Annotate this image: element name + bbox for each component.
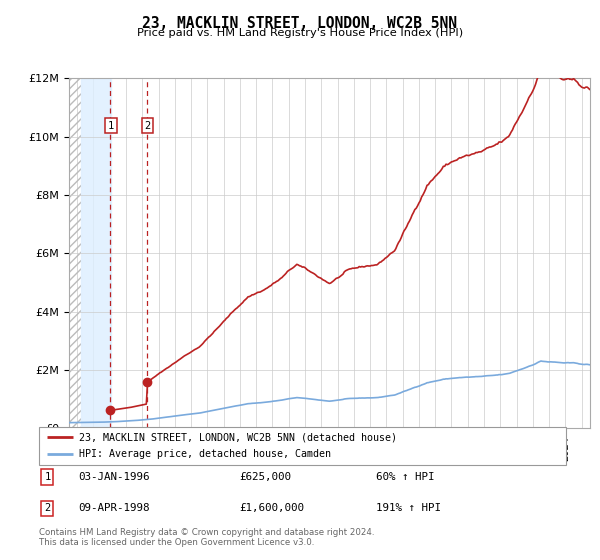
FancyBboxPatch shape (39, 427, 566, 465)
Text: 60% ↑ HPI: 60% ↑ HPI (376, 472, 434, 482)
Text: 09-APR-1998: 09-APR-1998 (79, 503, 150, 514)
Bar (81, 78, 111, 428)
Text: 03-JAN-1996: 03-JAN-1996 (79, 472, 150, 482)
Text: 2: 2 (44, 503, 50, 514)
Text: Price paid vs. HM Land Registry's House Price Index (HPI): Price paid vs. HM Land Registry's House … (137, 28, 463, 38)
Text: 2: 2 (145, 120, 151, 130)
Text: £1,600,000: £1,600,000 (239, 503, 304, 514)
Bar (69, 78, 81, 428)
Text: 1: 1 (44, 472, 50, 482)
Text: Contains HM Land Registry data © Crown copyright and database right 2024.
This d: Contains HM Land Registry data © Crown c… (39, 528, 374, 547)
Text: 23, MACKLIN STREET, LONDON, WC2B 5NN (detached house): 23, MACKLIN STREET, LONDON, WC2B 5NN (de… (79, 432, 397, 442)
Text: 1: 1 (108, 120, 114, 130)
Bar (69, 78, 81, 428)
Text: 23, MACKLIN STREET, LONDON, WC2B 5NN: 23, MACKLIN STREET, LONDON, WC2B 5NN (143, 16, 458, 31)
Text: HPI: Average price, detached house, Camden: HPI: Average price, detached house, Camd… (79, 449, 331, 459)
Text: £625,000: £625,000 (239, 472, 291, 482)
Text: 191% ↑ HPI: 191% ↑ HPI (376, 503, 441, 514)
